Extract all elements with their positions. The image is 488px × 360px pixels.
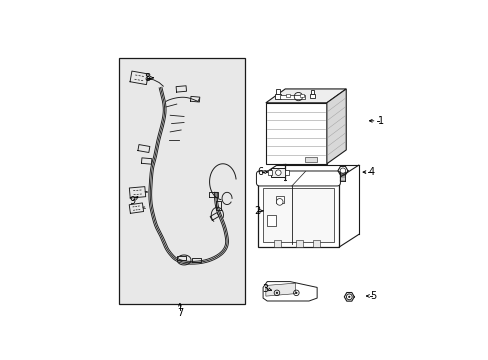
Bar (284, 170, 288, 175)
Circle shape (295, 292, 297, 294)
Polygon shape (326, 89, 346, 164)
Bar (271, 168, 285, 177)
Bar (286, 94, 290, 96)
Circle shape (275, 170, 281, 175)
Bar (312, 240, 319, 247)
Bar (310, 90, 313, 94)
Polygon shape (265, 283, 295, 296)
Polygon shape (263, 282, 317, 301)
Text: 8: 8 (144, 73, 150, 83)
Bar (267, 170, 271, 175)
FancyBboxPatch shape (256, 171, 340, 186)
Circle shape (347, 296, 350, 298)
Bar (304, 157, 317, 162)
Bar (275, 196, 284, 203)
Text: 6: 6 (257, 167, 264, 177)
Text: 1: 1 (377, 116, 383, 126)
Circle shape (276, 199, 283, 205)
Bar (276, 89, 280, 94)
Text: 3: 3 (262, 284, 268, 293)
Bar (262, 188, 334, 242)
Text: 7: 7 (177, 308, 183, 318)
Text: 9: 9 (129, 196, 135, 206)
Bar (279, 95, 304, 99)
Bar (300, 94, 304, 96)
Text: 2: 2 (254, 206, 260, 216)
Text: 5: 5 (369, 291, 375, 301)
Polygon shape (265, 103, 326, 164)
Bar (309, 94, 314, 98)
Polygon shape (265, 89, 346, 103)
Text: 4: 4 (368, 167, 374, 177)
Bar (267, 215, 275, 226)
Bar (257, 177, 339, 247)
Bar (274, 240, 281, 247)
Bar (275, 94, 281, 99)
Bar (296, 240, 303, 247)
Bar (119, 58, 244, 304)
Circle shape (275, 292, 278, 294)
